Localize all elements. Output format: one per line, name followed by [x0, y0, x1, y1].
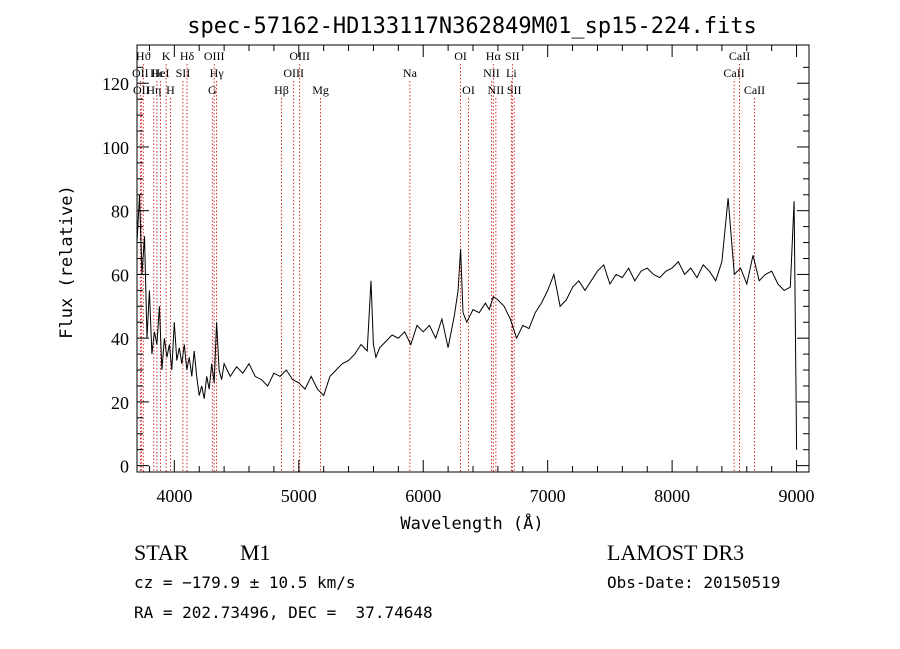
line-marker-label-5: Hη — [146, 83, 161, 97]
line-marker-label-13: OIII — [289, 49, 310, 63]
line-marker-label-21: SII — [505, 49, 520, 63]
line-marker-label-23: Li — [506, 66, 517, 80]
line-marker-label-6: HeI — [152, 66, 170, 80]
line-marker-label-3: K — [162, 49, 171, 63]
spectrum-series-line — [136, 194, 798, 450]
x-axis-ticks: 4000 5000 6000 7000 8000 9000 — [148, 45, 815, 506]
line-marker-label-16: Mg — [312, 83, 329, 97]
y-tick-label-0: 0 — [120, 457, 129, 477]
x-tick-label-4000: 4000 — [156, 486, 192, 506]
line-marker-label-28: CaII — [744, 83, 765, 97]
ra-dec-coordinates: RA = 202.73496, DEC = 37.74648 — [134, 603, 433, 622]
line-marker-label-8: Hδ — [180, 49, 195, 63]
object-subclass: M1 — [240, 540, 271, 565]
redshift-cz: cz = −179.9 ± 10.5 km/s — [134, 573, 356, 592]
y-tick-label-120: 120 — [102, 74, 129, 94]
x-tick-label-6000: 6000 — [405, 486, 441, 506]
line-marker-label-7: H — [166, 83, 175, 97]
plot-frame — [136, 44, 810, 473]
line-marker-label-17: Na — [403, 66, 418, 80]
spectral-line-markers — [139, 64, 755, 472]
y-tick-label-100: 100 — [102, 138, 129, 158]
line-marker-label-25: SII — [507, 83, 522, 97]
line-marker-label-27: CaII — [723, 66, 744, 80]
line-marker-label-20: Hα — [486, 49, 502, 63]
line-marker-label-0: Hϑ — [136, 49, 151, 63]
line-marker-label-1: OII — [132, 66, 149, 80]
y-tick-label-60: 60 — [111, 265, 129, 285]
y-tick-label-80: 80 — [111, 202, 129, 222]
y-axis-ticks: 0 20 40 60 80 100 120 — [102, 66, 809, 477]
chart-title: spec-57162-HD133117N362849M01_sp15-224.f… — [187, 14, 757, 39]
line-marker-label-24: NII — [488, 83, 505, 97]
line-marker-label-19: OI — [462, 83, 475, 97]
line-marker-label-18: OI — [454, 49, 467, 63]
line-marker-label-10: OIII — [204, 49, 225, 63]
y-tick-label-20: 20 — [111, 393, 129, 413]
x-tick-label-5000: 5000 — [281, 486, 317, 506]
line-marker-label-12: G — [208, 83, 217, 97]
line-marker-label-14: OIII — [283, 66, 304, 80]
line-marker-label-4: Hϵ — [150, 66, 164, 80]
survey-name: LAMOST DR3 — [607, 540, 745, 565]
observation-date: Obs-Date: 20150519 — [607, 573, 781, 592]
y-axis-label: Flux (relative) — [57, 185, 77, 339]
y-tick-label-40: 40 — [111, 329, 129, 349]
x-tick-label-8000: 8000 — [654, 486, 690, 506]
line-marker-label-22: NII — [483, 66, 500, 80]
object-class: STAR — [134, 540, 189, 565]
x-tick-label-9000: 9000 — [779, 486, 815, 506]
line-marker-label-15: Hβ — [274, 83, 289, 97]
line-marker-label-11: Hγ — [210, 66, 225, 80]
line-marker-label-26: CaII — [729, 49, 750, 63]
x-tick-label-7000: 7000 — [530, 486, 566, 506]
line-marker-label-9: SII — [176, 66, 191, 80]
x-axis-label: Wavelength (Å) — [400, 512, 543, 534]
